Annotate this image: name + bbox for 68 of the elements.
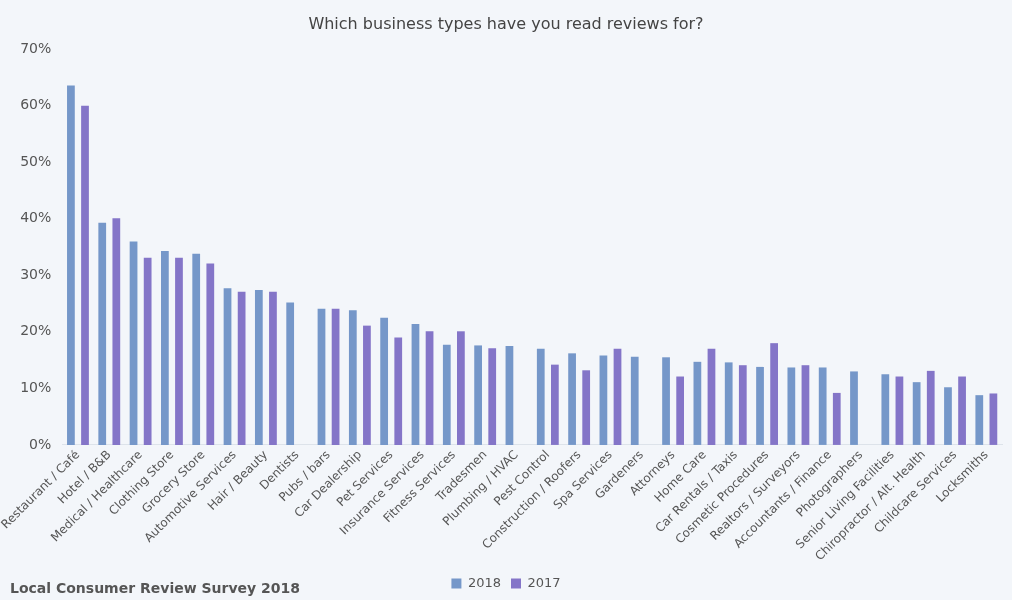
bar <box>676 376 685 445</box>
bar <box>536 348 545 445</box>
bar <box>394 337 403 445</box>
bar <box>832 392 841 445</box>
bar <box>488 348 497 445</box>
text: Local Consumer Review Survey 2018 <box>10 579 301 596</box>
bar <box>958 376 966 445</box>
bar <box>223 288 232 445</box>
chart-title: Which business types have you read reviews for? <box>308 13 704 33</box>
bar <box>81 105 89 445</box>
bar <box>850 371 858 445</box>
bar <box>237 291 246 445</box>
bar <box>944 387 952 445</box>
bar <box>975 395 984 445</box>
bar <box>161 251 169 445</box>
bar <box>129 241 138 445</box>
legend-label: 2018 <box>467 574 502 590</box>
bar <box>770 343 778 445</box>
bar <box>98 222 107 445</box>
bar <box>505 345 514 445</box>
bar <box>67 85 75 445</box>
bar <box>286 302 295 445</box>
bar <box>599 355 608 445</box>
bar <box>756 366 764 445</box>
y-tick-label: 60% <box>20 96 52 113</box>
bar <box>787 367 796 445</box>
bar <box>457 331 465 445</box>
bar <box>630 356 639 445</box>
bar <box>206 263 215 445</box>
bar <box>411 323 420 445</box>
y-tick-label: 50% <box>20 152 52 169</box>
bar <box>989 393 998 445</box>
bar <box>582 370 591 445</box>
bar <box>662 357 670 445</box>
y-tick-label: 40% <box>20 209 52 226</box>
y-tick-label: 30% <box>20 265 52 282</box>
bar <box>380 317 389 445</box>
bar <box>912 382 921 445</box>
bar <box>192 253 201 445</box>
bar <box>707 348 716 445</box>
bar <box>801 365 810 445</box>
bar <box>269 291 277 445</box>
bar <box>425 331 434 445</box>
bar <box>613 348 622 445</box>
bar <box>317 308 326 445</box>
bar <box>348 310 357 445</box>
y-tick-label: 0% <box>29 435 52 452</box>
bar <box>550 364 559 445</box>
bar <box>442 344 451 445</box>
y-tick-label: 20% <box>20 322 52 339</box>
bar <box>568 353 576 445</box>
bar <box>881 374 890 445</box>
bar <box>331 308 340 445</box>
bar <box>363 325 371 445</box>
bar <box>724 362 733 445</box>
bar <box>112 218 121 445</box>
bar <box>738 365 747 445</box>
legend-label: 2017 <box>527 574 561 590</box>
bar <box>474 345 482 445</box>
bar <box>818 367 827 445</box>
bar <box>254 290 263 445</box>
bar <box>143 257 152 445</box>
bar <box>926 370 935 445</box>
bar <box>693 361 702 445</box>
bar <box>895 376 904 445</box>
y-tick-label: 10% <box>20 379 52 396</box>
y-tick-label: 70% <box>20 39 52 56</box>
bar <box>175 257 183 445</box>
